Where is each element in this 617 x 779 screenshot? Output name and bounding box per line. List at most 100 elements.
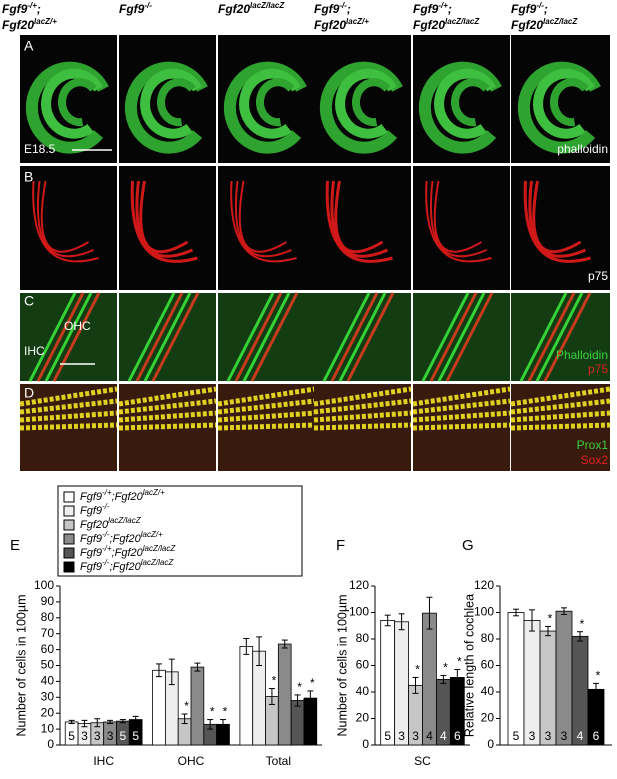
significance-star: *	[580, 617, 585, 631]
bar	[507, 612, 525, 746]
overlay-label: OHC	[64, 319, 91, 333]
x-tick-label: SC	[414, 754, 431, 768]
error-bar	[513, 608, 519, 617]
tissue	[40, 180, 90, 253]
bar	[190, 666, 205, 746]
tissue	[543, 292, 592, 382]
tissue	[313, 410, 412, 423]
error-bar	[168, 658, 175, 686]
text-part: Fgf20	[314, 18, 346, 32]
tissue	[52, 292, 101, 382]
column-header: Fgf9-/-	[119, 1, 152, 17]
y-tick-label: 10	[41, 721, 55, 735]
y-axis-title: Relative length of cochlea	[462, 594, 476, 737]
superscript: -/+	[438, 1, 448, 10]
tissue	[226, 292, 275, 382]
tissue	[335, 68, 397, 139]
significance-star: *	[548, 612, 553, 626]
superscript: lacZ/lacZ	[543, 17, 578, 26]
bar	[422, 612, 437, 746]
bar	[290, 700, 305, 746]
significance-star: *	[297, 680, 302, 694]
y-tick-label: 60	[481, 658, 495, 672]
text-part: ;	[544, 2, 548, 16]
tissue	[239, 68, 301, 139]
significance-star: *	[596, 669, 601, 683]
superscript: -/-	[102, 530, 110, 539]
column-header: Fgf20lacZ/lacZ	[218, 1, 285, 17]
legend-entry: Fgf9-/+;Fgf20lacZ/lacZ	[80, 544, 176, 559]
tissue	[533, 68, 595, 139]
tissue	[230, 180, 297, 263]
text-part: Fgf20	[218, 2, 250, 16]
column-header: Fgf9-/-;	[314, 1, 351, 17]
y-tick-label: 40	[356, 684, 370, 698]
bar	[539, 630, 557, 746]
superscript: lacZ/lacZ	[108, 516, 142, 525]
error-bar	[132, 715, 139, 724]
micrograph	[413, 166, 510, 290]
tissue	[118, 422, 217, 431]
y-tick-label: 0	[487, 737, 494, 751]
tissue	[19, 422, 118, 431]
text-part: Fgf20	[511, 18, 543, 32]
superscript: lacZ/lacZ	[250, 1, 285, 10]
tissue	[217, 386, 316, 407]
text-part: Fgf9	[80, 491, 102, 503]
n-label: 4	[577, 729, 584, 743]
superscript: -/+	[102, 544, 112, 553]
error-bar	[243, 637, 250, 655]
superscript: -/+	[27, 1, 37, 10]
overlay-label: p75	[588, 362, 608, 376]
text-part: Fgf9	[511, 2, 537, 16]
tissue	[157, 78, 196, 127]
tissue	[28, 292, 77, 382]
tissue	[118, 386, 217, 407]
tissue	[44, 292, 93, 382]
legend-entry: Fgf9-/+;Fgf20lacZ/+	[80, 488, 165, 503]
y-tick-label: 100	[34, 578, 54, 592]
tissue	[433, 180, 483, 253]
n-label: 5	[513, 729, 520, 743]
bar	[152, 669, 166, 746]
tissue	[58, 78, 97, 127]
superscript: lacZ/lacZ	[141, 558, 175, 567]
tissue	[334, 180, 384, 254]
n-label: 3	[81, 729, 88, 743]
tissue	[550, 78, 589, 127]
n-label: 5	[120, 729, 127, 743]
text-part: Fgf20	[2, 18, 34, 32]
overlay-label: p75	[588, 269, 608, 283]
bar	[277, 643, 292, 746]
significance-star: *	[210, 705, 215, 719]
tissue	[451, 78, 490, 127]
y-tick-label: 40	[481, 684, 495, 698]
panel-letter: E	[10, 537, 20, 554]
text-part: ;	[37, 2, 41, 16]
legend-swatch	[63, 491, 75, 503]
tissue	[412, 398, 511, 415]
tissue	[118, 410, 217, 423]
tissue	[256, 78, 295, 127]
n-label: 6	[593, 729, 600, 743]
superscript: -/+	[102, 488, 112, 497]
overlay-label: Prox1	[577, 438, 609, 452]
error-bar	[155, 663, 162, 678]
tissue	[429, 292, 478, 382]
tissue	[510, 386, 611, 407]
error-bar	[440, 674, 447, 684]
tissue	[429, 180, 487, 258]
superscript: -/-	[536, 1, 544, 10]
superscript: -/-	[339, 1, 347, 10]
y-axis-title: Number of cells in 100µm	[14, 595, 28, 737]
legend-swatch	[63, 561, 75, 573]
error-bar	[281, 639, 288, 649]
tissue	[527, 292, 576, 382]
y-tick-label: 20	[481, 711, 495, 725]
bar	[555, 610, 573, 746]
n-label: 6	[454, 729, 461, 743]
y-tick-label: 0	[47, 737, 54, 751]
overlay-label: phalloidin	[557, 142, 608, 156]
significance-star: *	[184, 699, 189, 713]
tissue	[32, 180, 99, 263]
